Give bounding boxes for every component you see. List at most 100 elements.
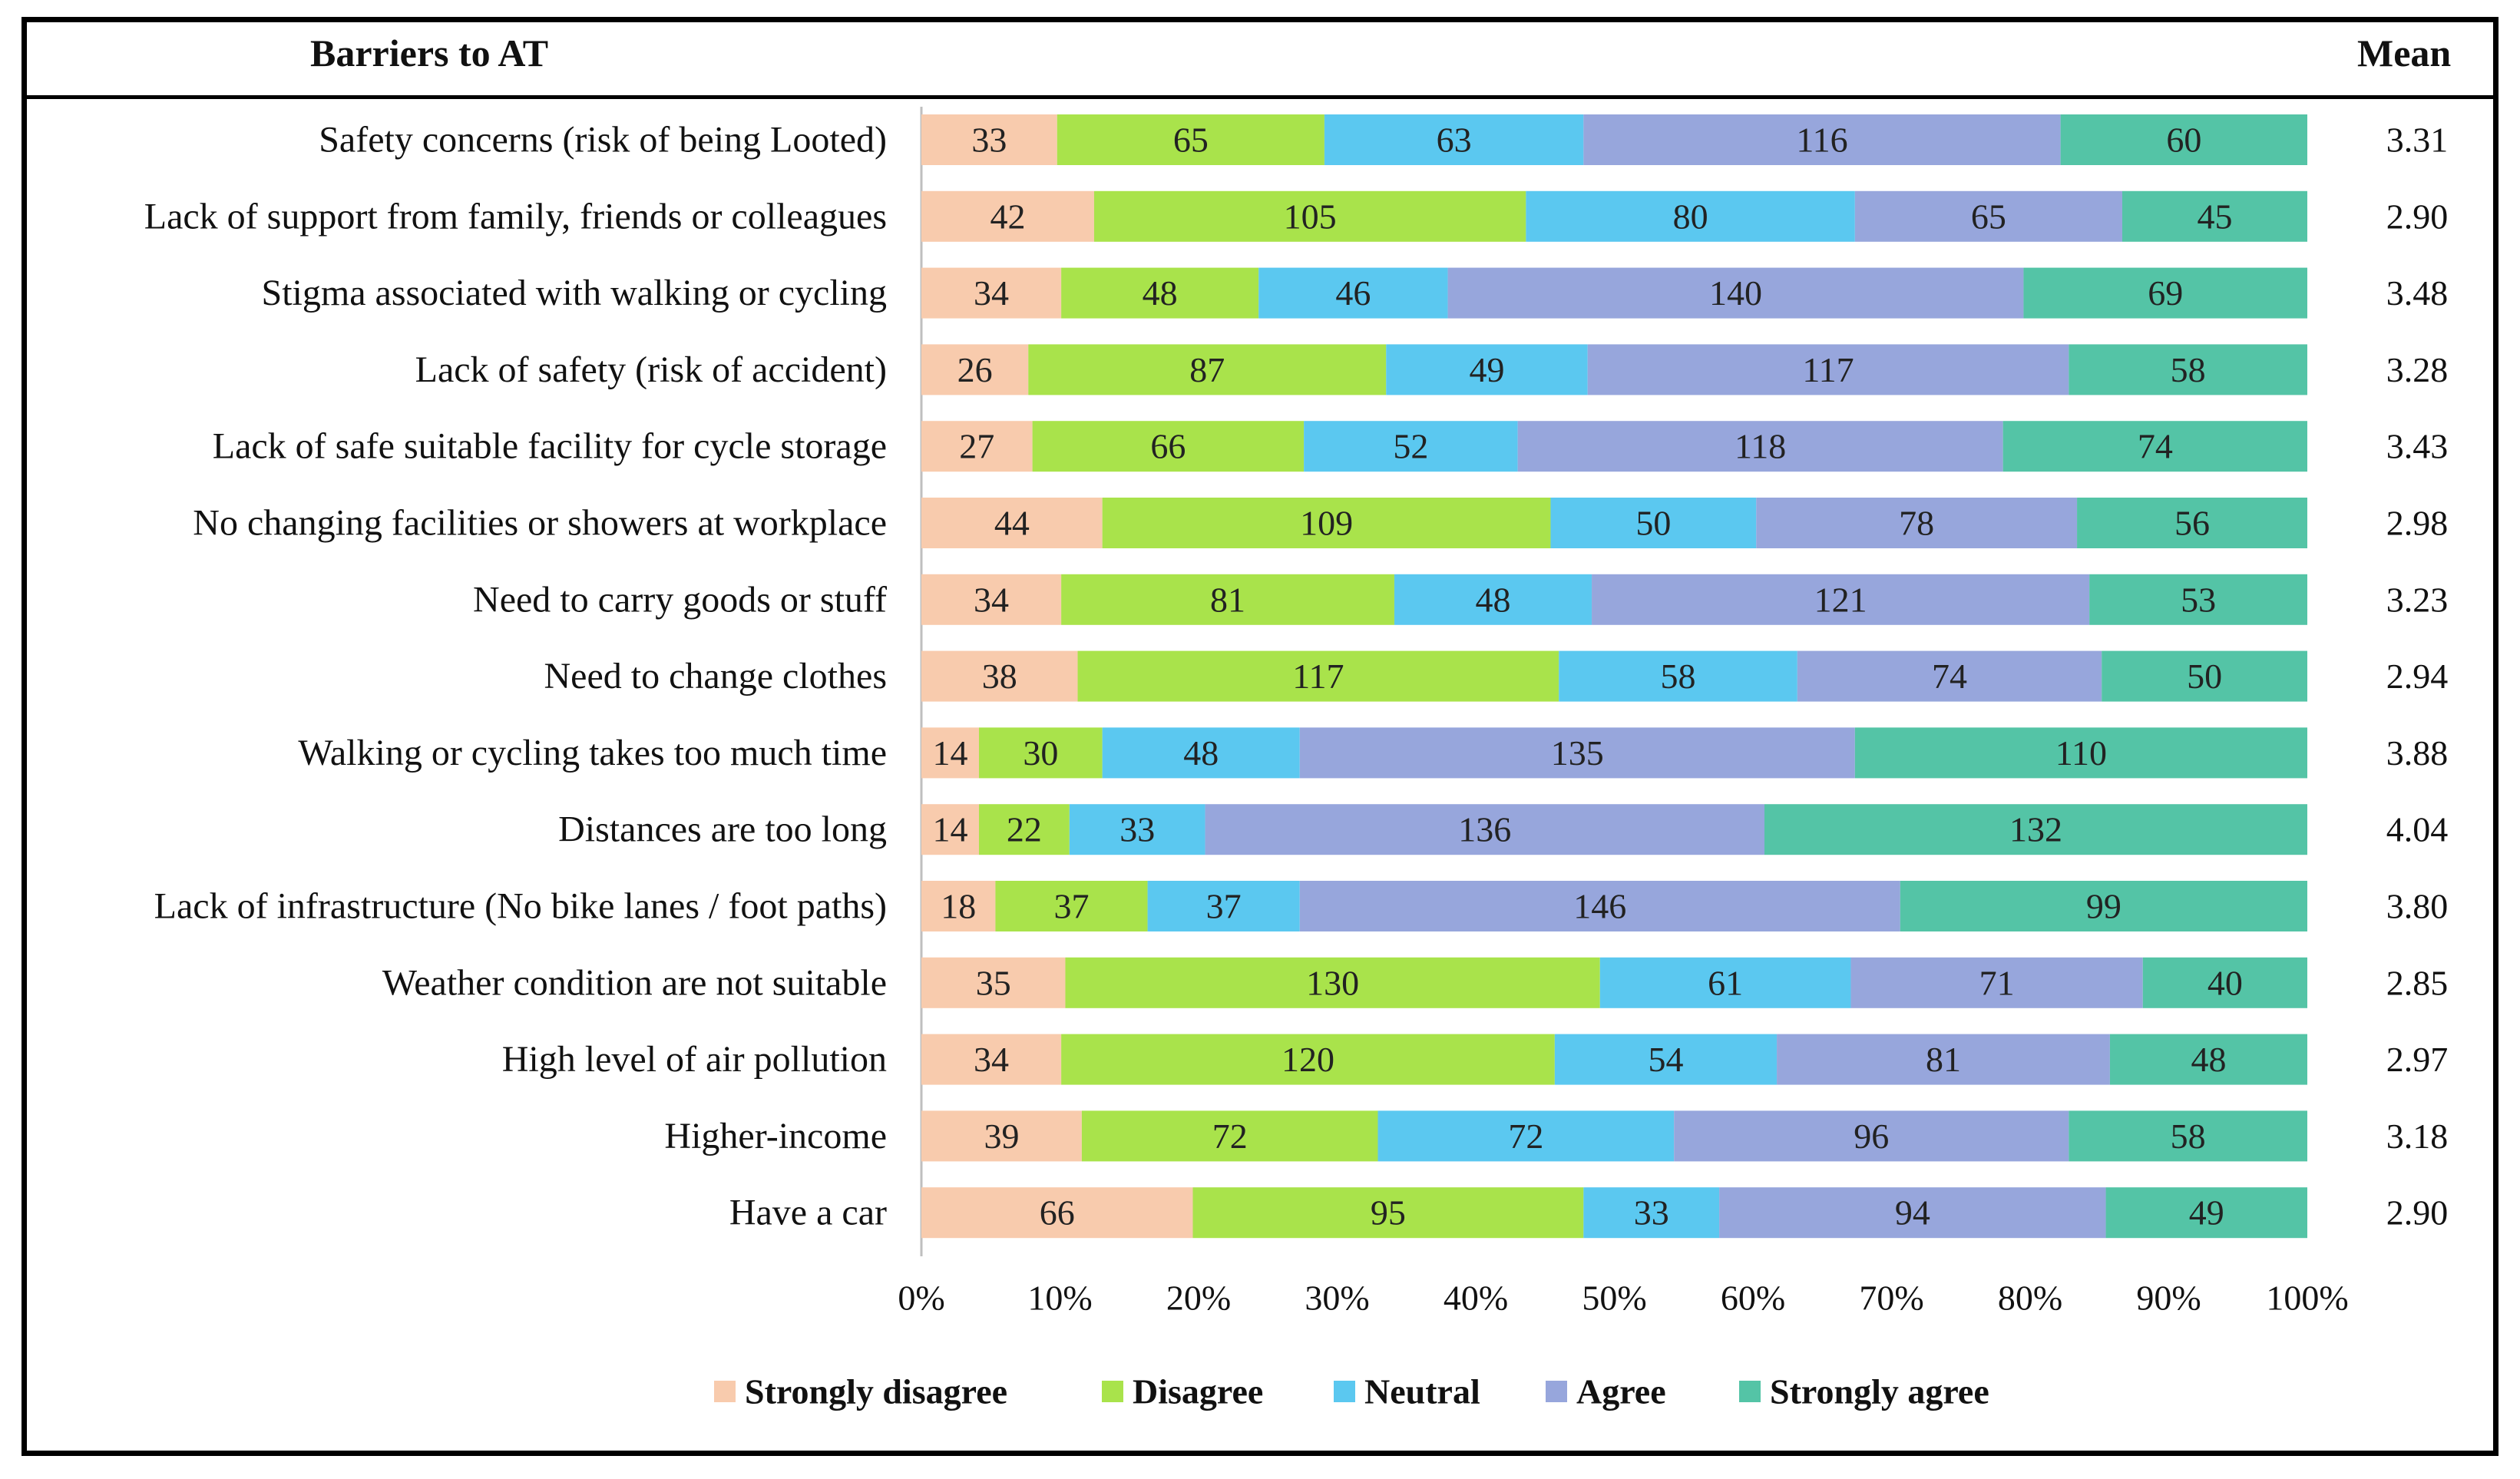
legend-swatch	[1334, 1381, 1355, 1402]
category-label: Weather condition are not suitable	[382, 962, 887, 1003]
bar-segment	[2121, 190, 2307, 242]
bar-value-label: 40	[2207, 963, 2243, 1002]
bar-value-label: 135	[1551, 733, 1604, 773]
bar-segment	[921, 1187, 1193, 1239]
bar-value-label: 48	[1143, 273, 1178, 313]
bar-segment	[1093, 190, 1526, 242]
bar-segment	[978, 727, 1103, 779]
bar-value-label: 118	[1735, 427, 1786, 466]
bar-value-label: 136	[1458, 810, 1511, 849]
bar-value-label: 44	[994, 504, 1030, 543]
x-tick-label: 0%	[898, 1279, 944, 1318]
bar-value-label: 105	[1284, 197, 1337, 236]
x-tick-label: 70%	[1859, 1279, 1923, 1318]
mean-value: 2.94	[2386, 657, 2449, 696]
bar-value-label: 140	[1709, 273, 1762, 313]
bar-value-label: 14	[932, 733, 967, 773]
bar-value-label: 63	[1437, 121, 1472, 160]
legend-label: Disagree	[1133, 1372, 1263, 1411]
bar-value-label: 109	[1300, 504, 1353, 543]
bar-value-label: 35	[976, 963, 1011, 1002]
bar-segment	[1559, 650, 1797, 702]
bar-segment	[2023, 267, 2307, 319]
bar-value-label: 33	[1634, 1193, 1669, 1232]
bar-segment	[1587, 344, 2069, 395]
bar-value-label: 110	[2055, 733, 2107, 773]
category-label: High level of air pollution	[502, 1039, 887, 1080]
bar-value-label: 14	[932, 810, 967, 849]
mean-value: 3.28	[2386, 350, 2449, 389]
bar-value-label: 65	[1173, 121, 1209, 160]
bar-segment	[1797, 650, 2102, 702]
mean-value: 3.18	[2386, 1117, 2449, 1156]
table-header-title: Barriers to AT	[310, 31, 549, 74]
mean-value: 2.98	[2386, 504, 2449, 543]
bar-value-label: 66	[1150, 427, 1186, 466]
category-label: Lack of infrastructure (No bike lanes / …	[154, 886, 887, 927]
bar-segment	[921, 574, 1062, 625]
bar-value-label: 37	[1053, 887, 1089, 926]
bar-segment	[1386, 344, 1588, 395]
bar-segment	[1081, 1110, 1378, 1162]
bar-segment	[1719, 1187, 2106, 1239]
x-tick-label: 100%	[2266, 1279, 2348, 1318]
bar-segment	[1674, 1110, 2069, 1162]
category-label: Safety concerns (risk of being Looted)	[319, 120, 887, 160]
mean-value: 3.43	[2386, 427, 2449, 466]
bar-value-label: 130	[1306, 963, 1359, 1002]
legend-label: Strongly disagree	[745, 1372, 1007, 1411]
bar-segment	[1583, 114, 2061, 165]
x-tick-label: 20%	[1166, 1279, 1231, 1318]
bar-segment	[978, 804, 1070, 855]
mean-value: 3.23	[2386, 580, 2449, 619]
bar-segment	[1756, 498, 2078, 548]
bar-segment	[921, 1034, 1062, 1085]
bar-segment	[921, 421, 1033, 472]
bar-segment	[1447, 267, 2024, 319]
bar-segment	[921, 190, 1094, 242]
bar-value-label: 80	[1673, 197, 1708, 236]
bar-value-label: 99	[2086, 887, 2121, 926]
category-label: Lack of safe suitable facility for cycle…	[213, 426, 887, 467]
category-label: Need to carry goods or stuff	[473, 579, 887, 620]
bar-value-label: 117	[1292, 657, 1344, 696]
bar-value-label: 22	[1007, 810, 1042, 849]
bar-segment	[1377, 1110, 1675, 1162]
bar-value-label: 146	[1573, 887, 1626, 926]
bar-value-label: 38	[982, 657, 1017, 696]
bar-value-label: 56	[2174, 504, 2210, 543]
bar-segment	[1304, 421, 1518, 472]
legend-swatch	[714, 1381, 736, 1402]
x-tick-label: 40%	[1444, 1279, 1508, 1318]
bar-segment	[1850, 957, 2143, 1008]
bar-value-label: 120	[1281, 1040, 1334, 1079]
bar-segment	[921, 114, 1057, 165]
bar-value-label: 50	[1635, 504, 1671, 543]
bar-value-label: 37	[1206, 887, 1242, 926]
bar-value-label: 87	[1189, 350, 1225, 389]
bar-segment	[921, 1110, 1082, 1162]
bar-value-label: 33	[1119, 810, 1155, 849]
legend-swatch	[1546, 1381, 1567, 1402]
mean-value: 3.88	[2386, 733, 2449, 773]
bar-value-label: 95	[1371, 1193, 1406, 1232]
category-label: Distances are too long	[558, 809, 887, 850]
header-divider	[21, 95, 2499, 99]
bar-value-label: 58	[2171, 350, 2206, 389]
bar-segment	[2002, 421, 2307, 472]
bar-segment	[1061, 1034, 1555, 1085]
bar-value-label: 58	[2171, 1117, 2206, 1156]
bar-segment	[1299, 881, 1900, 931]
mean-value: 3.80	[2386, 887, 2449, 926]
mean-value: 4.04	[2386, 810, 2449, 849]
bar-value-label: 27	[959, 427, 994, 466]
bar-value-label: 34	[974, 580, 1009, 619]
bar-value-label: 117	[1802, 350, 1854, 389]
bar-segment	[1583, 1187, 1720, 1239]
bar-value-label: 48	[1183, 733, 1219, 773]
bar-segment	[2089, 574, 2307, 625]
table-header-mean: Mean	[2357, 31, 2452, 74]
legend-swatch	[1739, 1381, 1761, 1402]
bar-value-label: 54	[1648, 1040, 1683, 1079]
